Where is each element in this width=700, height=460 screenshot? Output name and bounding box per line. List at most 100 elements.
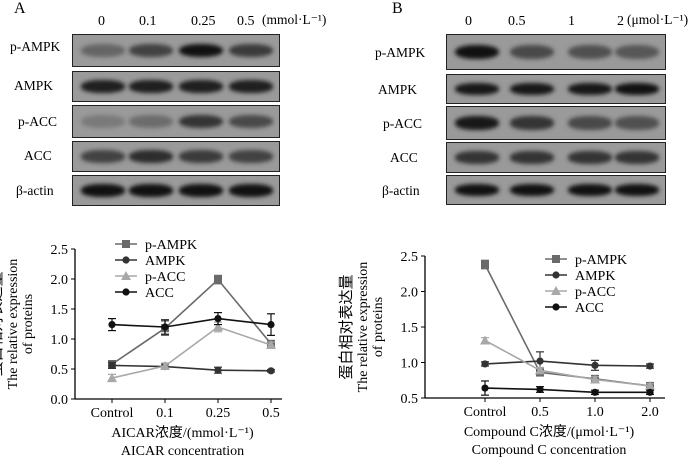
chart-a-point-acc-2 <box>214 315 222 323</box>
chart-a-xtick-label-3: 0.5 <box>262 406 280 421</box>
panel-a-band-0-2 <box>179 43 223 57</box>
panel-b-band-2-2 <box>568 116 612 130</box>
chart-a-point-acc-1 <box>161 323 169 331</box>
chart-b-ylabel-en2: of proteins <box>371 297 386 357</box>
panel-b-band-3-0 <box>455 151 499 164</box>
chart-b-ytick-label-2: 1.5 <box>401 321 419 336</box>
chart-a-xtick-label-2: 0.25 <box>206 406 231 421</box>
chart-b-series-line-ampk <box>484 360 651 367</box>
chart-b-xtick-label-3: 2.0 <box>641 405 659 420</box>
chart-a-point-acc-3 <box>267 321 275 329</box>
panel-a-blot-label-acc: ACC <box>24 148 52 163</box>
panel-a-band-3-3 <box>229 150 273 163</box>
panel-a-blot-p-acc <box>72 105 280 138</box>
panel-a-band-2-1 <box>129 114 173 128</box>
chart-a-legend-marker-0 <box>122 240 130 248</box>
chart-a-point-p-acc-1 <box>160 361 170 370</box>
panel-a-conc-1: 0.1 <box>139 14 157 29</box>
panel-a-conc-3: 0.5 <box>237 14 255 29</box>
chart-b-point-ampk-2 <box>591 361 599 369</box>
panel-b-conc-2: 1 <box>568 14 575 29</box>
chart-b-legend-marker-2 <box>551 286 561 295</box>
chart-a-series-line-ampk <box>111 364 272 372</box>
chart-b-series-line-p-ampk <box>484 264 651 387</box>
panel-b-band-3-1 <box>510 151 554 164</box>
panel-b-band-3-3 <box>615 151 659 164</box>
panel-b-band-2-3 <box>615 116 659 130</box>
chart-b-ytick-label-4: 2.5 <box>401 250 419 265</box>
chart-a-ytick-label-5: 2.5 <box>51 243 69 258</box>
chart-b-point-p-acc-2 <box>590 374 600 384</box>
chart-b-xtick-label-1: 0.5 <box>531 405 549 420</box>
chart-a-point-p-acc-3 <box>266 340 276 349</box>
panel-b-conc-1: 0.5 <box>508 14 526 29</box>
panel-a-band-1-1 <box>129 80 173 93</box>
panel-a-band-3-1 <box>129 150 173 163</box>
chart-a-ytick-label-0: 0.0 <box>51 393 69 408</box>
chart-a-legend-marker-1 <box>122 256 130 264</box>
chart-a-ytick-label-4: 2.0 <box>51 273 69 288</box>
chart-a-point-ampk-2 <box>214 366 222 374</box>
chart-b-series-line-acc <box>484 387 650 394</box>
chart-a-point-p-acc-2 <box>213 322 223 331</box>
panel-a-band-1-0 <box>81 80 125 93</box>
panel-b-blot-beta-actin <box>446 175 666 205</box>
chart-a-ylabel-en1: The relative expression <box>6 259 21 390</box>
panel-b-blot-p-acc <box>446 106 666 140</box>
panel-b-blot-acc <box>446 142 666 173</box>
panel-b-band-0-0 <box>455 44 499 60</box>
panel-a-band-3-2 <box>179 150 223 163</box>
chart-b-point-ampk-0 <box>481 360 489 368</box>
panel-a-band-1-3 <box>229 80 273 93</box>
panel-b-band-4-1 <box>510 184 554 196</box>
chart-a-xlabel-cn: AICAR浓度/(mmol·L⁻¹) <box>111 425 254 441</box>
chart-b-point-p-acc-0 <box>480 335 490 345</box>
panel-b-band-4-3 <box>615 184 659 196</box>
panel-b-conc-3: 2 <box>617 14 624 29</box>
chart-b-xtick-label-0: Control <box>464 405 507 420</box>
panel-a-conc-2: 0.25 <box>191 14 216 29</box>
panel-b-band-3-2 <box>568 151 612 164</box>
chart-a-legend-label-2: p-ACC <box>145 270 185 285</box>
chart-b-point-p-ampk-0 <box>481 260 489 269</box>
panel-a-band-0-0 <box>81 43 125 57</box>
chart-b-legend-label-2: p-ACC <box>575 285 615 300</box>
panel-a-blot-label-ampk: AMPK <box>14 78 54 93</box>
chart-a-point-ampk-3 <box>267 367 275 375</box>
chart-b-ytick-label-1: 1.0 <box>401 357 419 372</box>
panel-a-band-2-3 <box>229 114 273 128</box>
panel-a-blot-label-p-acc: p-ACC <box>18 114 58 129</box>
panel-b-blot-ampk <box>446 74 666 104</box>
panel-a-band-1-2 <box>179 80 223 93</box>
panel-b-blot-label-acc: ACC <box>390 150 418 165</box>
chart-a-ylabel-cn: 蛋白相对表达量 <box>0 271 5 376</box>
chart-b-legend-label-0: p-AMPK <box>575 253 627 268</box>
chart-b-point-p-acc-1 <box>535 365 545 375</box>
panel-b-blot-label-p-ampk: p-AMPK <box>375 45 426 60</box>
chart-b-point-acc-3 <box>646 388 654 396</box>
panel-a-band-4-0 <box>81 184 125 197</box>
chart-b-series-line-p-acc <box>484 339 651 387</box>
chart-b-legend-marker-1 <box>552 271 560 279</box>
panel-b-band-0-3 <box>615 44 659 60</box>
chart-a-point-p-ampk-2 <box>214 275 222 284</box>
chart-b-point-acc-0 <box>481 384 489 392</box>
chart-b-point-p-acc-3 <box>645 380 655 390</box>
chart-a-legend-label-1: AMPK <box>145 254 185 269</box>
chart-a-xlabel-en: AICAR concentration <box>121 444 244 459</box>
panel-a-blot-p-ampk <box>72 34 280 67</box>
chart-b-point-acc-1 <box>536 385 544 394</box>
panel-b-band-1-2 <box>568 83 612 95</box>
chart-b-ylabel-cn: 蛋白相对表达量 <box>338 274 355 379</box>
panel-b-band-4-0 <box>455 184 499 196</box>
chart-b-point-acc-2 <box>591 388 599 396</box>
panel-b-band-2-0 <box>455 116 499 130</box>
chart-b-xtick-label-2: 1.0 <box>586 405 604 420</box>
chart-b-point-ampk-1 <box>536 357 544 365</box>
chart-b-ylabel-en1: The relative expression <box>356 262 371 393</box>
panel-b-band-0-2 <box>568 44 612 60</box>
chart-b-legend-marker-0 <box>552 255 560 263</box>
panel-b-band-1-3 <box>615 83 659 95</box>
panel-b-unit: (μmol·L⁻¹) <box>627 12 689 27</box>
panel-b-blot-label-p-acc: p-ACC <box>383 116 423 131</box>
